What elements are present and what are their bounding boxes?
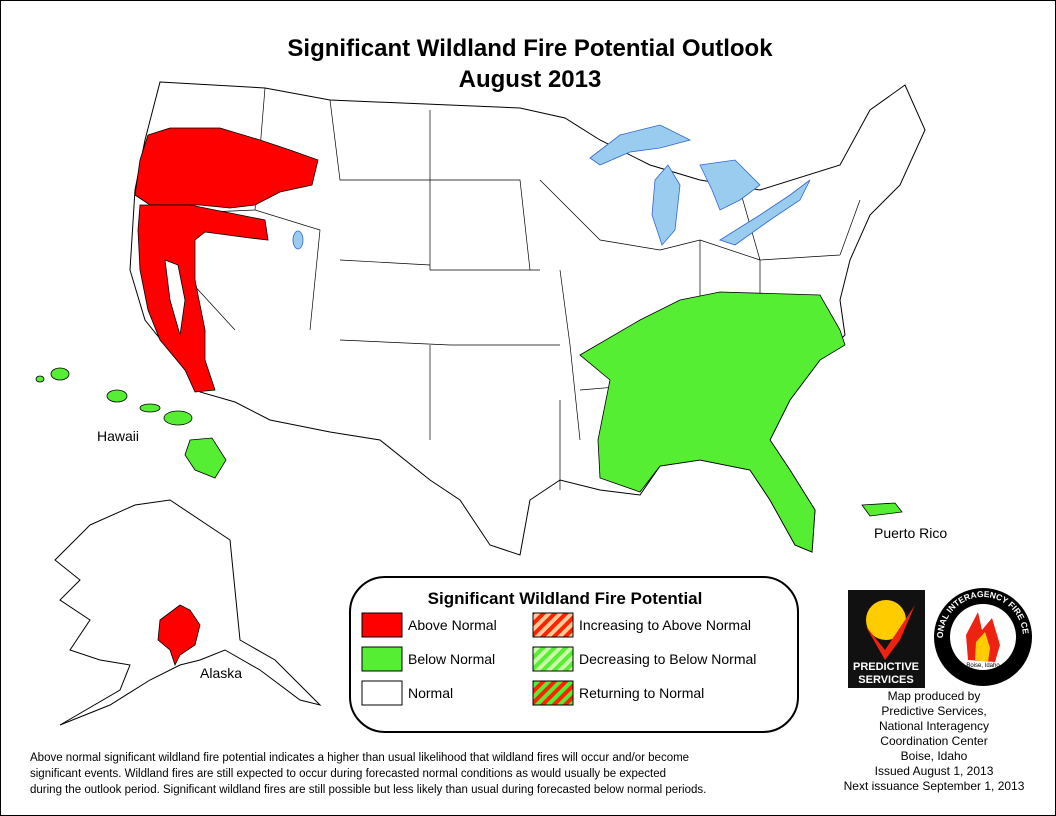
conus-map	[129, 81, 926, 556]
lake-erie-ontario	[719, 179, 811, 246]
legend-label: Decreasing to Below Normal	[579, 651, 756, 667]
above-normal-california-nevada	[137, 204, 269, 393]
subtitle: August 2013	[459, 66, 602, 93]
nifc-flame-core	[975, 632, 990, 662]
legend-label: Normal	[408, 685, 453, 701]
title: Significant Wildland Fire Potential Outl…	[287, 35, 773, 62]
legend-swatch	[532, 646, 574, 672]
legend-swatch	[361, 646, 403, 672]
credit-line: Predictive Services,	[881, 704, 986, 718]
logo-flame	[865, 605, 915, 660]
hawaii-label: Hawaii	[97, 428, 139, 444]
legend-label: Above Normal	[408, 617, 497, 633]
legend-swatch	[361, 680, 403, 706]
logo-sun	[866, 600, 906, 640]
island	[35, 375, 45, 383]
puerto-rico	[861, 502, 903, 517]
lake-michigan	[651, 164, 681, 246]
credit-line: Next issuance September 1, 2013	[844, 779, 1025, 793]
island	[139, 403, 161, 413]
island	[50, 367, 70, 381]
alaska-label: Alaska	[200, 665, 242, 681]
credit-line: Issued August 1, 2013	[875, 764, 994, 778]
credit-line: Map produced by	[888, 689, 981, 703]
legend-label: Increasing to Above Normal	[579, 617, 751, 633]
footnote: Above normal significant wildland fire p…	[30, 752, 706, 796]
great-salt-lake	[292, 230, 304, 250]
puerto-rico-label: Puerto Rico	[874, 525, 947, 541]
footnote-line: during the outlook period. Significant w…	[30, 784, 706, 796]
predictive-services-logo: PREDICTIVE SERVICES	[848, 590, 925, 688]
alaska-map: Alaska	[54, 499, 322, 726]
hawaii-map: Hawaii	[35, 367, 227, 479]
legend-swatch	[532, 612, 574, 638]
footnote-line: significant events. Wildland fires are s…	[30, 768, 666, 780]
above-normal-northwest	[134, 127, 319, 209]
below-normal-southeast	[579, 291, 846, 553]
legend-swatch	[361, 612, 403, 638]
lake-superior	[589, 124, 692, 166]
island	[163, 410, 193, 426]
island	[184, 437, 227, 479]
legend-title: Significant Wildland Fire Potential	[428, 589, 703, 608]
logo-text: SERVICES	[858, 674, 913, 686]
above-normal-alaska	[157, 604, 201, 667]
legend-label: Returning to Normal	[579, 685, 704, 701]
legend-box	[349, 576, 799, 733]
credit-line: National Interagency	[879, 719, 989, 733]
legend-label: Below Normal	[408, 651, 495, 667]
footnote-line: Above normal significant wildland fire p…	[30, 752, 689, 764]
credit-line: Coordination Center	[880, 734, 987, 748]
island	[106, 389, 128, 403]
legend-swatch	[532, 680, 574, 706]
logo-text: PREDICTIVE	[853, 661, 919, 673]
credit-line: Boise, Idaho	[901, 749, 968, 763]
lake-huron	[699, 159, 761, 211]
nifc-place: Boise, Idaho	[966, 663, 1000, 669]
legend: Significant Wildland Fire Potential Abov…	[349, 576, 799, 733]
